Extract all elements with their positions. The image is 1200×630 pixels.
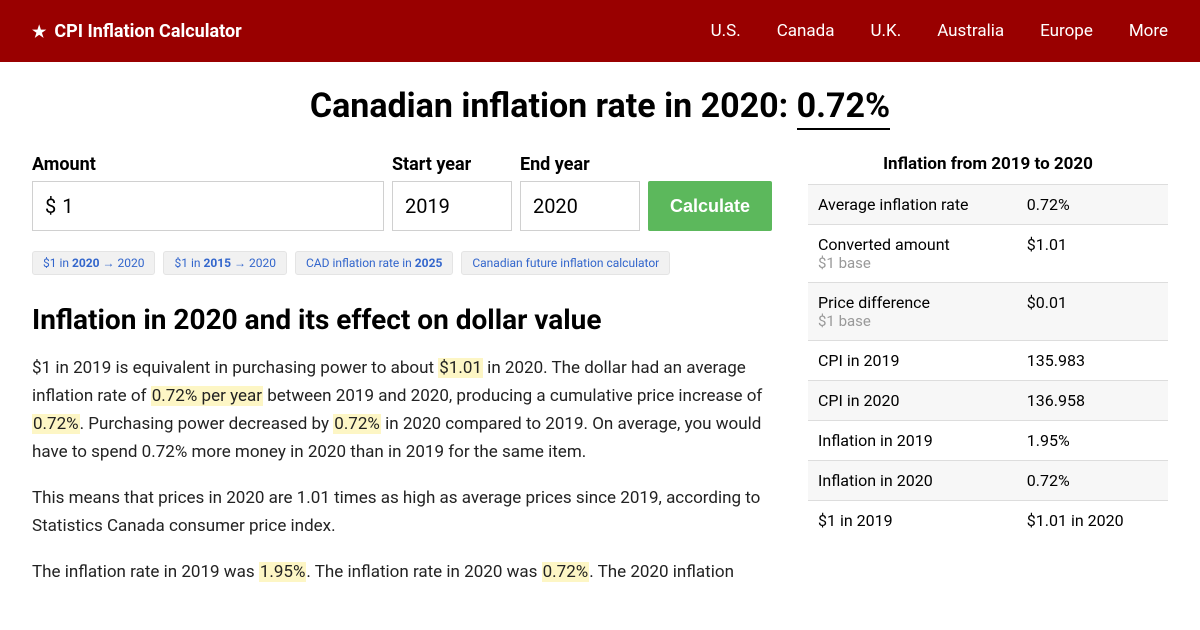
start-year-label: Start year [392, 154, 512, 175]
nav-link-canada[interactable]: Canada [777, 21, 835, 41]
table-cell-value: 135.983 [1017, 341, 1168, 381]
calculate-button[interactable]: Calculate [648, 181, 772, 231]
brand-text: CPI Inflation Calculator [54, 21, 241, 42]
table-cell-value: 1.95% [1017, 421, 1168, 461]
amount-label: Amount [32, 154, 384, 175]
page-title: Canadian inflation rate in 2020: 0.72% [32, 86, 1168, 126]
page-title-prefix: Canadian inflation rate in 2020: [310, 86, 797, 126]
table-cell-label: Average inflation rate [808, 185, 1017, 225]
nav-link-uk[interactable]: U.K. [871, 21, 902, 41]
table-cell-sublabel: $1 base [818, 312, 1007, 330]
site-header: ★ CPI Inflation Calculator U.S. Canada U… [0, 0, 1200, 62]
nav-link-europe[interactable]: Europe [1040, 21, 1093, 41]
table-cell-label: Inflation in 2020 [808, 461, 1017, 501]
table-cell-value: $0.01 [1017, 283, 1168, 341]
table-cell-label: CPI in 2019 [808, 341, 1017, 381]
quick-links: $1 in 2020 → 2020 $1 in 2015 → 2020 CAD … [32, 251, 772, 275]
paragraph-2: This means that prices in 2020 are 1.01 … [32, 484, 772, 540]
paragraph-1: $1 in 2019 is equivalent in purchasing p… [32, 354, 772, 466]
end-year-label: End year [520, 154, 640, 175]
table-cell-label: CPI in 2020 [808, 381, 1017, 421]
table-cell-sublabel: $1 base [818, 254, 1007, 272]
table-row: Converted amount$1 base$1.01 [808, 225, 1168, 283]
table-row: Inflation in 20191.95% [808, 421, 1168, 461]
table-cell-label: Inflation in 2019 [808, 421, 1017, 461]
start-year-input[interactable]: 2019 [392, 181, 512, 231]
table-row: Price difference$1 base$0.01 [808, 283, 1168, 341]
calculator-form: Amount $ 1 Start year 2019 End year 2020 [32, 154, 772, 231]
start-year-value: 2019 [405, 194, 450, 218]
amount-input[interactable]: $ 1 [32, 181, 384, 231]
table-row: CPI in 2019135.983 [808, 341, 1168, 381]
page-title-rate: 0.72% [797, 86, 891, 130]
table-title: Inflation from 2019 to 2020 [808, 154, 1168, 174]
end-year-input[interactable]: 2020 [520, 181, 640, 231]
table-row: CPI in 2020136.958 [808, 381, 1168, 421]
end-year-value: 2020 [533, 194, 578, 218]
table-cell-value: 0.72% [1017, 461, 1168, 501]
inflation-table: Average inflation rate0.72%Converted amo… [808, 184, 1168, 540]
table-cell-label: Price difference$1 base [808, 283, 1017, 341]
table-cell-label: Converted amount$1 base [808, 225, 1017, 283]
paragraph-3: The inflation rate in 2019 was 1.95%. Th… [32, 558, 772, 586]
section-heading: Inflation in 2020 and its effect on doll… [32, 303, 772, 336]
table-row: $1 in 2019$1.01 in 2020 [808, 501, 1168, 541]
star-icon: ★ [32, 22, 46, 41]
table-cell-label: $1 in 2019 [808, 501, 1017, 541]
table-row: Inflation in 20200.72% [808, 461, 1168, 501]
nav-link-us[interactable]: U.S. [711, 21, 741, 41]
pill-future-calc[interactable]: Canadian future inflation calculator [461, 251, 670, 275]
nav-link-australia[interactable]: Australia [937, 21, 1004, 41]
top-nav: U.S. Canada U.K. Australia Europe More [711, 21, 1168, 41]
pill-2020-2020[interactable]: $1 in 2020 → 2020 [32, 251, 155, 275]
nav-link-more[interactable]: More [1129, 21, 1168, 41]
pill-2015-2020[interactable]: $1 in 2015 → 2020 [163, 251, 286, 275]
table-cell-value: 0.72% [1017, 185, 1168, 225]
table-cell-value: $1.01 in 2020 [1017, 501, 1168, 541]
currency-symbol: $ [45, 194, 56, 218]
pill-cad-2025[interactable]: CAD inflation rate in 2025 [295, 251, 453, 275]
table-row: Average inflation rate0.72% [808, 185, 1168, 225]
amount-value: 1 [62, 194, 73, 218]
brand[interactable]: ★ CPI Inflation Calculator [32, 21, 242, 42]
table-cell-value: $1.01 [1017, 225, 1168, 283]
table-cell-value: 136.958 [1017, 381, 1168, 421]
